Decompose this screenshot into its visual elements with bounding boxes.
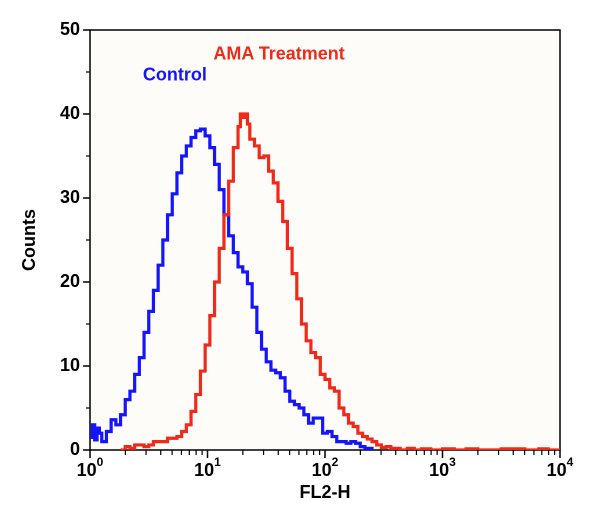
control-label: Control bbox=[143, 64, 207, 84]
svg-text:0: 0 bbox=[70, 439, 80, 459]
svg-text:40: 40 bbox=[60, 103, 80, 123]
ama-label: AMA Treatment bbox=[213, 43, 344, 63]
chart-svg: 01020304050Counts100101102103104FL2-HCon… bbox=[0, 0, 592, 518]
svg-text:Counts: Counts bbox=[19, 209, 39, 271]
svg-text:50: 50 bbox=[60, 19, 80, 39]
svg-text:FL2-H: FL2-H bbox=[300, 482, 351, 502]
svg-text:30: 30 bbox=[60, 187, 80, 207]
svg-text:10: 10 bbox=[60, 355, 80, 375]
flow-cytometry-histogram: 01020304050Counts100101102103104FL2-HCon… bbox=[0, 0, 592, 518]
svg-text:20: 20 bbox=[60, 271, 80, 291]
